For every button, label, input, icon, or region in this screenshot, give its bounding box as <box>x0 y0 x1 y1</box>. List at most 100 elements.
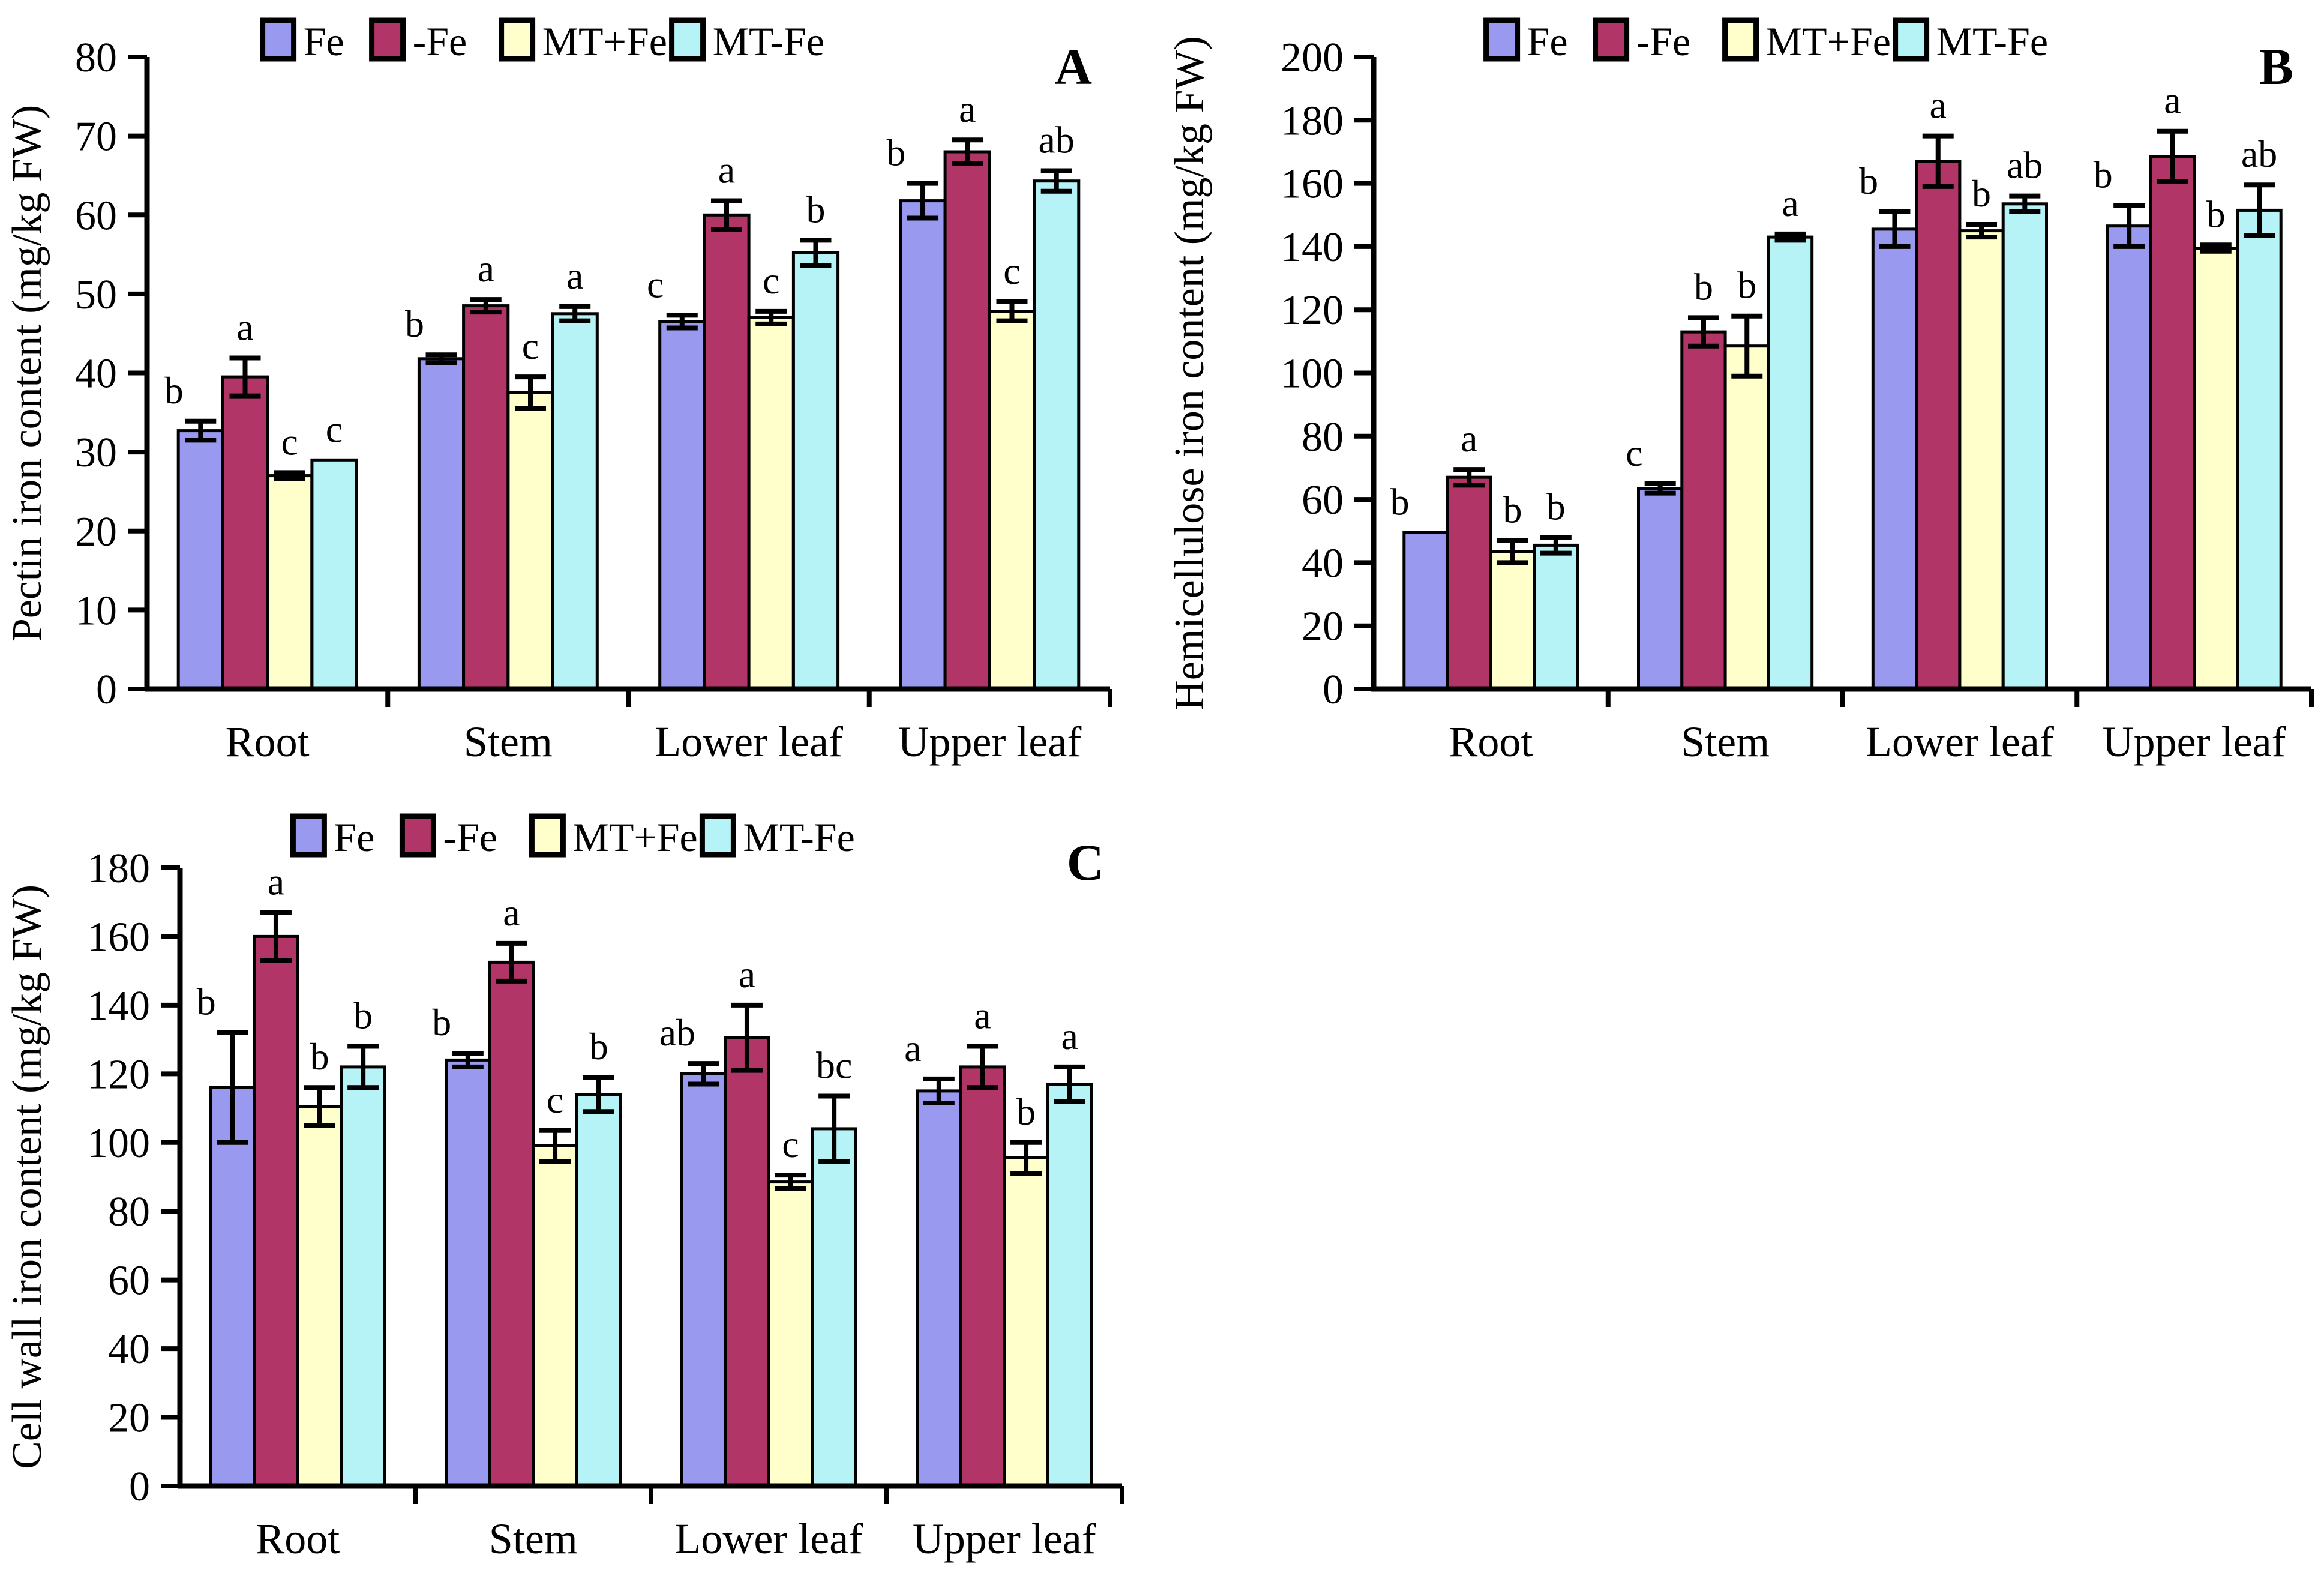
bar-B-Stem-Fe <box>1637 487 1684 691</box>
legend-label-MT+Fe: MT+Fe <box>1766 19 1891 64</box>
sig-letter-B-Root-MT-Fe: b <box>1546 485 1566 528</box>
bar-C-Stem--Fe <box>488 960 535 1488</box>
sig-letter-A-Upper leaf-MT-Fe: ab <box>1038 119 1074 161</box>
bar-C-Root-MT-Fe <box>340 1065 387 1488</box>
sig-letter-B-Upper leaf-MT+Fe: b <box>2206 193 2226 235</box>
error-bar-A-Upper leaf--Fe <box>952 137 983 166</box>
error-bar-A-Lower leaf-Fe <box>666 313 698 331</box>
error-bar-C-Upper leaf--Fe <box>967 1044 998 1090</box>
legend-swatch-Fe <box>1483 17 1521 62</box>
sig-letter-B-Upper leaf-MT-Fe: ab <box>2241 133 2277 175</box>
error-bar-C-Root-MT-Fe <box>347 1044 379 1090</box>
sig-letter-B-Lower leaf-MT-Fe: ab <box>2007 144 2043 187</box>
legend-label-Fe: Fe <box>334 814 374 860</box>
category-label-A-Root: Root <box>226 718 310 766</box>
error-bar-B-Lower leaf--Fe <box>1922 133 1954 189</box>
legend-label-MT+Fe: MT+Fe <box>542 19 667 64</box>
sig-letter-A-Root-MT+Fe: c <box>281 420 298 463</box>
legend-label-MT-Fe: MT-Fe <box>713 19 824 64</box>
legend-swatch--Fe <box>1593 17 1630 62</box>
bar-A-Stem-Fe <box>417 357 466 691</box>
legend-swatch-MT+Fe <box>499 17 536 62</box>
ytick-label-A-40: 40 <box>75 351 117 397</box>
error-bar-C-Root-Fe <box>217 1030 248 1145</box>
bar-C-Root--Fe <box>253 934 299 1488</box>
sig-letter-A-Root-MT-Fe: c <box>326 408 343 450</box>
sig-letter-C-Lower leaf-Fe: ab <box>659 1011 695 1054</box>
error-bar-A-Root-MT+Fe <box>274 470 305 481</box>
sig-letter-A-Stem-MT+Fe: c <box>522 325 539 367</box>
error-bar-B-Upper leaf--Fe <box>2157 128 2188 184</box>
error-bar-B-Lower leaf-Fe <box>1879 209 1911 249</box>
sig-letter-C-Stem--Fe: a <box>503 891 520 934</box>
error-bar-B-Upper leaf-Fe <box>2113 203 2145 249</box>
error-bar-C-Root-MT+Fe <box>304 1085 335 1128</box>
error-bar-C-Upper leaf-MT-Fe <box>1054 1064 1085 1104</box>
legend-swatch-Fe <box>290 813 327 858</box>
sig-letter-A-Stem-MT-Fe: a <box>566 254 583 297</box>
bar-A-Upper leaf-Fe <box>899 199 947 691</box>
error-bar-C-Upper leaf-Fe <box>923 1076 955 1105</box>
bar-C-Upper leaf--Fe <box>959 1065 1006 1488</box>
category-label-B-Root: Root <box>1449 718 1533 766</box>
legend-A: Fe -Fe MT+Fe MT-Fe <box>260 17 824 64</box>
legend-swatch--Fe <box>399 813 436 858</box>
error-bar-A-Stem-Fe <box>425 352 457 365</box>
bar-A-Lower leaf--Fe <box>703 213 751 691</box>
ytick-label-A-80: 80 <box>75 35 117 81</box>
axes-group: 0 20 40 60 80 100 120 140 160 180 200 <box>1281 35 2314 713</box>
ytick-label-B-160: 160 <box>1281 161 1344 208</box>
sig-letter-C-Lower leaf-MT+Fe: c <box>782 1123 799 1165</box>
ytick-label-C-120: 120 <box>87 1051 150 1098</box>
bar-B-Lower leaf-MT-Fe <box>2001 202 2048 691</box>
sig-letter-C-Lower leaf--Fe: a <box>739 953 755 996</box>
error-bar-A-Root-Fe <box>185 418 217 443</box>
ytick-label-B-180: 180 <box>1281 98 1344 144</box>
ytick-label-B-200: 200 <box>1281 35 1344 81</box>
bar-C-Root-MT+Fe <box>296 1105 343 1488</box>
sig-letter-B-Lower leaf-Fe: b <box>1859 160 1878 202</box>
sig-letter-B-Lower leaf-MT+Fe: b <box>1972 172 1991 215</box>
sig-letter-A-Lower leaf--Fe: a <box>718 149 735 191</box>
sig-letter-C-Root-MT+Fe: b <box>310 1035 329 1078</box>
sig-letter-C-Root--Fe: a <box>268 860 284 903</box>
legend-swatch--Fe <box>369 17 406 62</box>
error-bar-A-Lower leaf-MT-Fe <box>800 238 832 268</box>
category-label-A-Upper leaf: Upper leaf <box>898 718 1081 766</box>
bar-C-Lower leaf--Fe <box>724 1036 770 1488</box>
legend-swatch-MT+Fe <box>529 813 566 858</box>
ytick-label-B-140: 140 <box>1281 224 1344 271</box>
legend-C: Fe -Fe MT+Fe MT-Fe <box>290 813 855 860</box>
error-bar-B-Upper leaf-MT-Fe <box>2244 182 2275 238</box>
bar-C-Stem-MT+Fe <box>532 1144 578 1488</box>
ytick-label-A-70: 70 <box>75 114 117 160</box>
error-bar-A-Stem-MT+Fe <box>514 374 546 411</box>
bar-B-Upper leaf-MT-Fe <box>2236 208 2283 691</box>
ytick-label-C-80: 80 <box>108 1189 150 1235</box>
sig-letter-B-Stem--Fe: b <box>1694 265 1713 308</box>
sig-letter-C-Upper leaf-Fe: a <box>904 1027 921 1069</box>
sig-letter-C-Stem-MT+Fe: c <box>547 1078 563 1121</box>
legend-label-MT+Fe: MT+Fe <box>572 814 697 860</box>
legend-label--Fe: -Fe <box>443 814 497 860</box>
legend-label-Fe: Fe <box>304 19 344 64</box>
category-label-A-Lower leaf: Lower leaf <box>655 718 843 766</box>
sig-letter-C-Upper leaf--Fe: a <box>974 994 991 1037</box>
error-bar-A-Stem-MT-Fe <box>559 304 591 323</box>
error-bar-A-Stem--Fe <box>470 297 502 315</box>
legend-swatch-MT-Fe <box>1893 17 1930 62</box>
sig-letter-A-Upper leaf-Fe: b <box>887 131 906 174</box>
error-bar-C-Stem-Fe <box>452 1051 484 1069</box>
error-bar-B-Lower leaf-MT-Fe <box>2009 193 2041 214</box>
error-bar-B-Root--Fe <box>1453 467 1485 488</box>
ytick-label-C-140: 140 <box>87 983 150 1029</box>
bar-C-Upper leaf-MT+Fe <box>1003 1156 1049 1488</box>
bar-A-Upper leaf-MT+Fe <box>988 310 1036 691</box>
ytick-label-C-160: 160 <box>87 914 150 960</box>
bar-B-Lower leaf-Fe <box>1871 227 1918 691</box>
legend-label-Fe: Fe <box>1527 19 1568 64</box>
error-bar-B-Stem-Fe <box>1644 481 1676 496</box>
sig-letter-B-Stem-Fe: c <box>1626 432 1642 474</box>
ytick-label-C-60: 60 <box>108 1258 150 1304</box>
legend-swatch-MT-Fe <box>669 17 706 62</box>
